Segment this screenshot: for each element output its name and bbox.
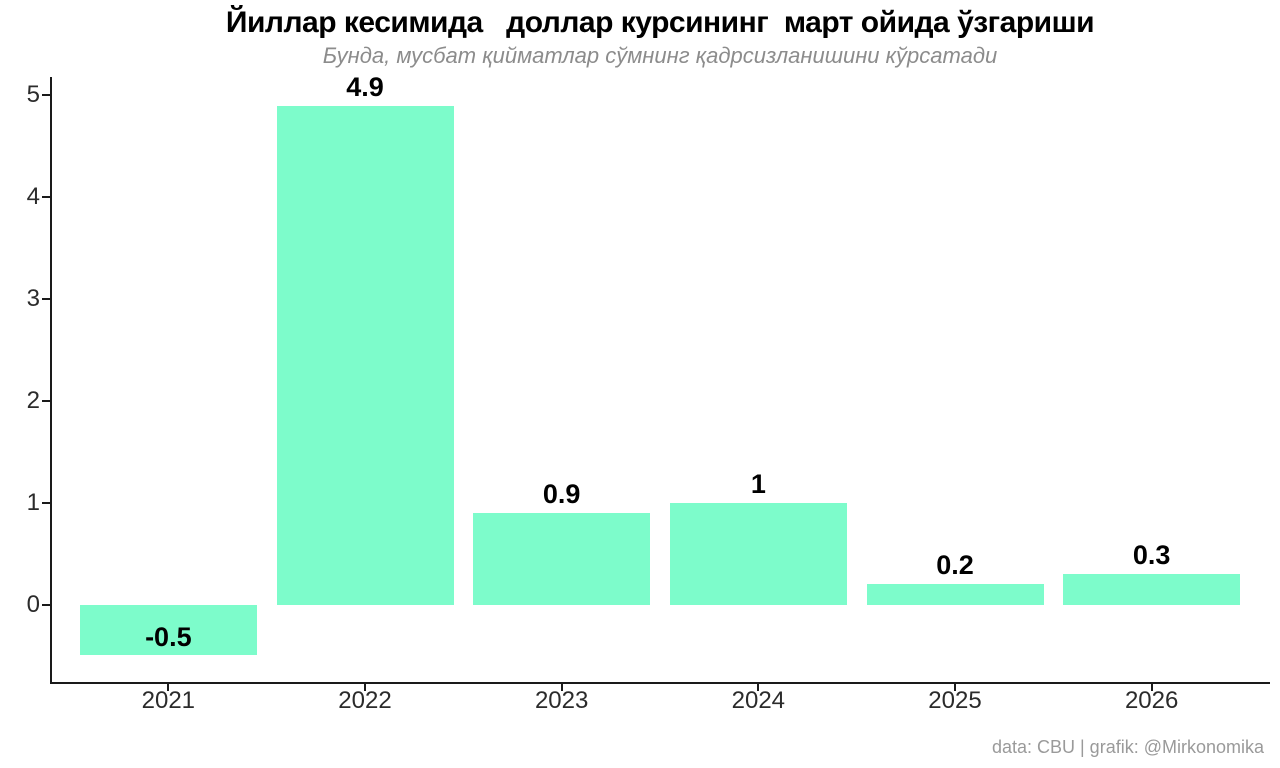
y-axis-tick-label: 3 — [26, 285, 40, 313]
bar-2021 — [79, 604, 257, 656]
x-axis-tick-label-2023: 2023 — [534, 687, 589, 714]
bar-value-label-2025: 0.2 — [936, 550, 974, 581]
y-axis-tick — [42, 196, 50, 199]
bar-value-label-2023: 0.9 — [542, 478, 581, 509]
y-axis-tick-label: 2 — [26, 386, 40, 414]
bar-2022 — [276, 105, 454, 605]
x-axis-tick — [954, 683, 956, 691]
x-axis-tick-label-2024: 2024 — [731, 687, 786, 714]
x-axis-tick-label-2021: 2021 — [141, 687, 196, 714]
y-axis-tick-label: 0 — [26, 590, 40, 618]
bar-value-label-2021: -0.5 — [145, 621, 192, 652]
bar-value-label-2026: 0.3 — [1132, 540, 1171, 571]
x-axis-tick — [560, 683, 563, 691]
y-axis-tick — [42, 603, 50, 606]
y-axis-tick-label: 5 — [26, 81, 40, 109]
y-axis-tick-label: 1 — [26, 488, 40, 516]
bar-value-label-2024: 1 — [750, 468, 766, 499]
x-axis-tick-label-2022: 2022 — [338, 687, 392, 714]
y-axis-line — [50, 77, 52, 684]
credits-label: data: CBU | grafik: @Mirkonomika — [991, 737, 1264, 757]
chart-subtitle: Бунда, мусбат қийматлар сўмнинг қадрсизл… — [322, 43, 998, 68]
x-axis-tick-label-2025: 2025 — [928, 687, 982, 714]
bar-2026 — [1063, 574, 1241, 605]
y-axis-tick — [42, 501, 50, 504]
chart-title: Йиллар кесимида доллар курсининг март ой… — [225, 6, 1095, 39]
y-axis-tick — [42, 94, 50, 97]
x-axis-tick — [167, 683, 170, 691]
bar-2024 — [669, 502, 847, 605]
y-axis-tick-label: 4 — [26, 183, 40, 211]
x-axis-tick — [364, 683, 366, 691]
bar-2023 — [473, 512, 651, 605]
x-axis-tick — [757, 683, 760, 691]
x-axis-tick — [1150, 683, 1153, 691]
y-axis-tick — [42, 399, 50, 402]
x-axis-line — [50, 682, 1270, 684]
bar-value-label-2022: 4.9 — [346, 71, 384, 102]
x-axis-tick-label-2026: 2026 — [1124, 687, 1179, 714]
y-axis-tick — [42, 298, 50, 301]
bar-2025 — [866, 584, 1044, 605]
